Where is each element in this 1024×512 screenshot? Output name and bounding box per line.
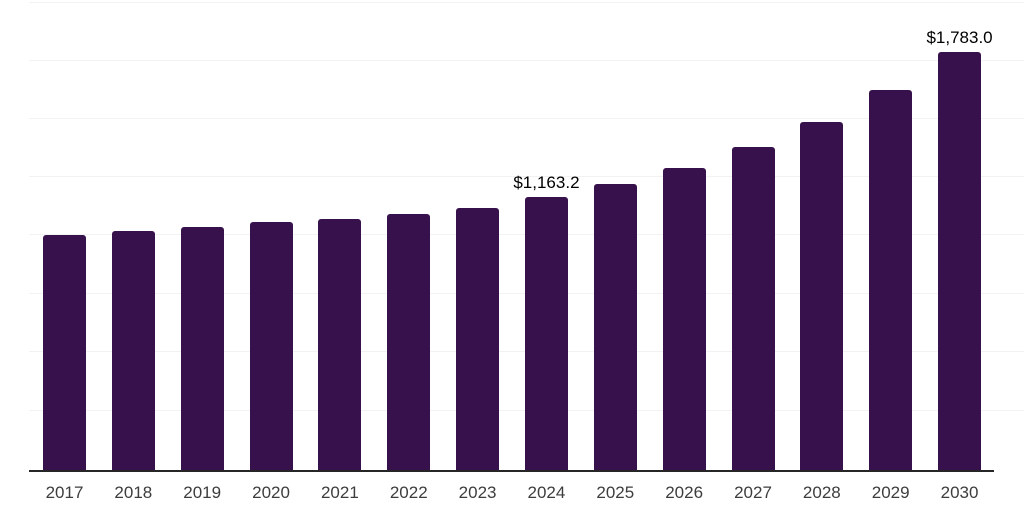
value-label-2024: $1,163.2 — [513, 173, 580, 192]
bar-2022 — [387, 214, 431, 470]
bar-2026 — [662, 168, 706, 470]
value-label-2030: $1,783.0 — [926, 28, 993, 47]
bar-2017 — [43, 235, 86, 470]
gridline — [29, 2, 1024, 3]
bar-2024 — [524, 197, 568, 470]
bar-2018 — [111, 231, 155, 470]
x-tick-label-2024: 2024 — [527, 483, 566, 502]
x-tick-label-2025: 2025 — [596, 483, 635, 502]
bar-2029 — [869, 90, 913, 470]
bar-2023 — [456, 208, 500, 470]
x-tick-label-2029: 2029 — [871, 483, 910, 502]
gridline — [29, 60, 1024, 61]
x-tick-label-2021: 2021 — [320, 483, 359, 502]
bar-2021 — [318, 219, 362, 470]
bar-2019 — [180, 227, 224, 470]
x-tick-label-2022: 2022 — [389, 483, 428, 502]
x-tick-label-2020: 2020 — [252, 483, 290, 502]
bar-2025 — [593, 184, 637, 470]
x-tick-label-2027: 2027 — [734, 483, 772, 502]
x-tick-label-2018: 2018 — [114, 483, 153, 502]
gridline — [29, 176, 1024, 177]
bar-2027 — [731, 147, 775, 470]
x-tick-label-2019: 2019 — [183, 483, 222, 502]
x-tick-label-2026: 2026 — [665, 483, 704, 502]
bar-2020 — [249, 222, 293, 470]
gridline — [29, 118, 1024, 119]
x-tick-label-2030: 2030 — [940, 483, 979, 502]
x-axis-line — [29, 470, 994, 472]
x-tick-label-2028: 2028 — [802, 483, 841, 502]
bar-2030 — [938, 52, 982, 470]
bar-2028 — [800, 122, 844, 470]
x-tick-label-2023: 2023 — [458, 483, 497, 502]
x-tick-label-2017: 2017 — [45, 483, 84, 502]
